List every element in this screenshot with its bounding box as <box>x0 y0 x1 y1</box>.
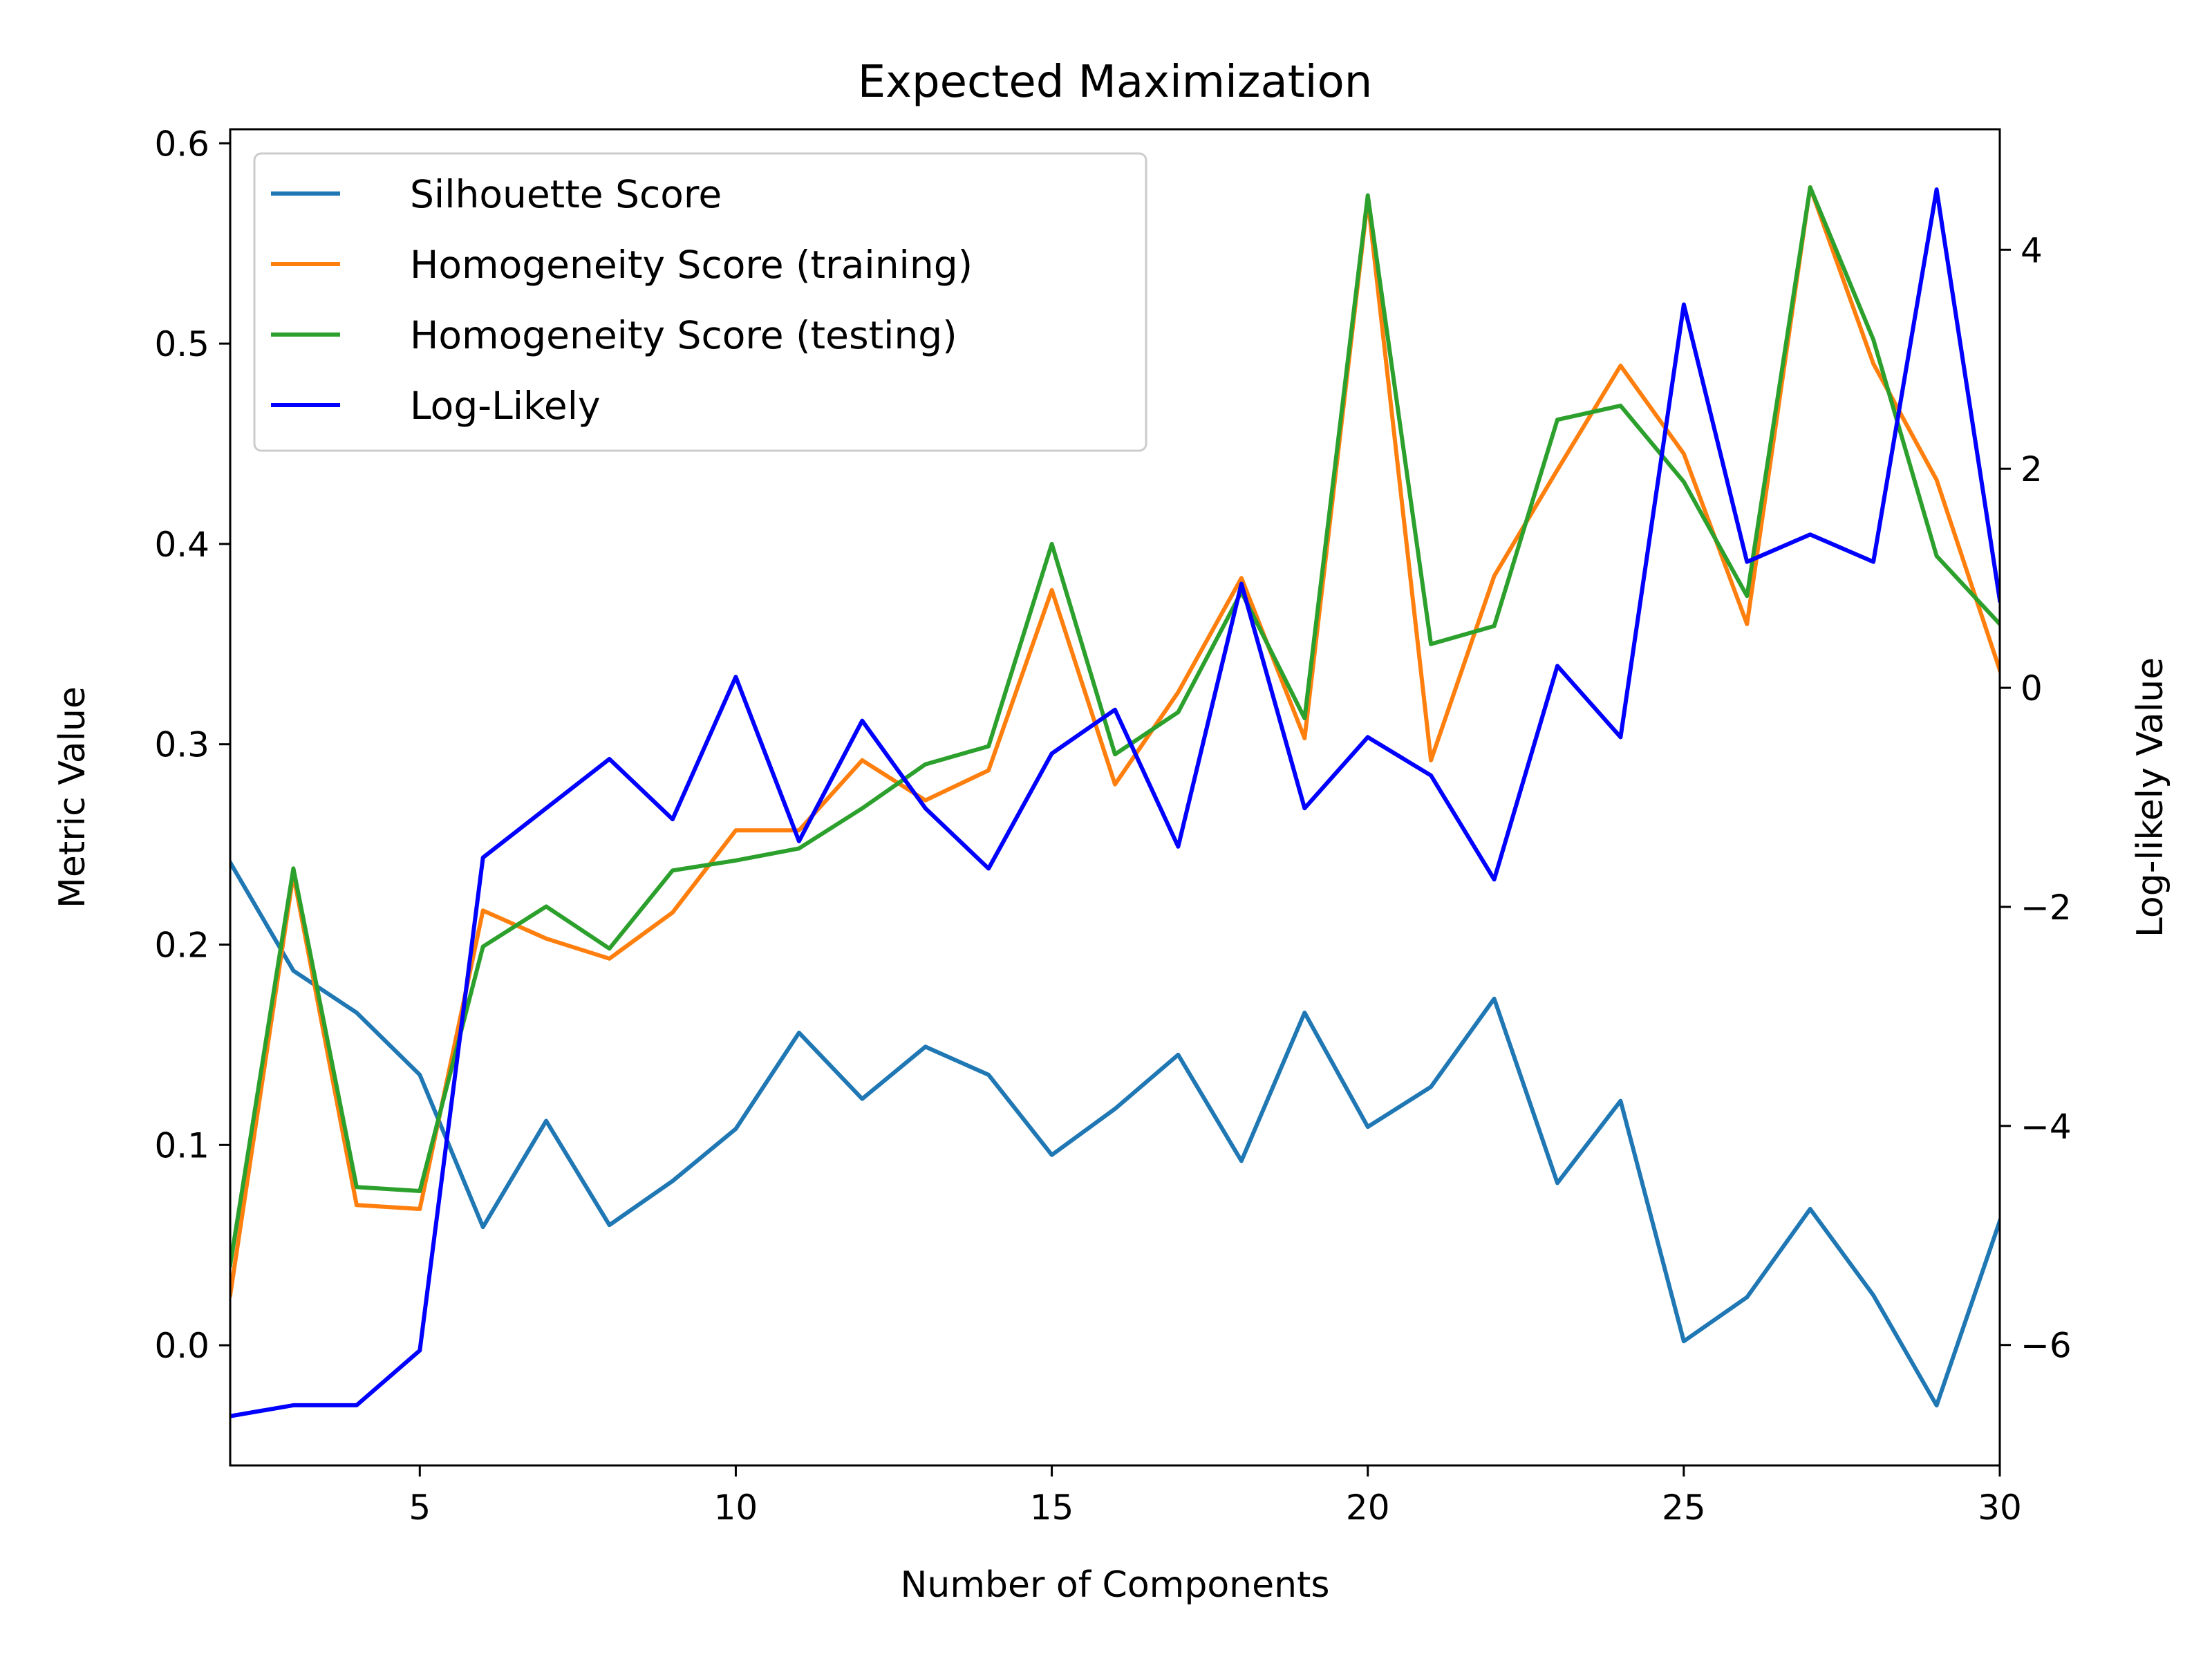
y-tick-label: 0.0 <box>154 1326 209 1366</box>
x-tick-label: 10 <box>714 1488 758 1528</box>
y-axis-left: 0.0 0.1 0.2 0.3 0.4 0.5 0.6 <box>154 124 230 1366</box>
y-tick-label: 0.1 <box>154 1125 209 1165</box>
x-axis: 5 10 15 20 25 30 <box>409 1465 2022 1528</box>
legend-label: Homogeneity Score (testing) <box>410 313 957 357</box>
x-tick-label: 25 <box>1662 1488 1706 1528</box>
y-tick-label: 0.2 <box>154 926 209 966</box>
y-tick-label: 0.3 <box>154 725 209 765</box>
series-line-silhouette-score <box>230 859 2000 1408</box>
legend-label: Silhouette Score <box>410 172 722 216</box>
legend: Silhouette Score Homogeneity Score (train… <box>253 152 1147 452</box>
series-line-homogeneity-score-training <box>230 185 2000 1298</box>
legend-label: Homogeneity Score (training) <box>410 243 973 287</box>
y2-axis-label: Log-likely Value <box>2130 657 2171 937</box>
y2-tick-label: −4 <box>2021 1107 2072 1147</box>
y2-tick-label: −6 <box>2021 1326 2072 1366</box>
y2-tick-label: 2 <box>2021 449 2043 489</box>
y-axis-right: −6 −4 −2 0 2 4 <box>2000 230 2072 1366</box>
y2-tick-label: −2 <box>2021 888 2072 928</box>
chart-title: Expected Maximization <box>858 57 1373 108</box>
y-tick-label: 0.5 <box>154 324 209 364</box>
legend-box <box>253 152 1147 452</box>
x-tick-label: 30 <box>1978 1488 2022 1528</box>
plot-frame <box>229 128 2001 1467</box>
legend-label: Log-Likely <box>410 384 601 428</box>
series-line-homogeneity-score-testing <box>230 185 2000 1268</box>
x-tick-label: 15 <box>1030 1488 1074 1528</box>
x-axis-label: Number of Components <box>900 1564 1329 1606</box>
series-line-log-likely <box>230 187 2000 1418</box>
x-tick-label: 20 <box>1346 1488 1390 1528</box>
series-layer <box>230 185 2000 1418</box>
y-tick-label: 0.6 <box>154 124 209 164</box>
y-axis-label: Metric Value <box>52 686 93 908</box>
x-tick-label: 5 <box>409 1488 431 1528</box>
y-tick-label: 0.4 <box>154 525 209 565</box>
y2-tick-label: 0 <box>2021 668 2043 709</box>
y2-tick-label: 4 <box>2021 230 2043 270</box>
